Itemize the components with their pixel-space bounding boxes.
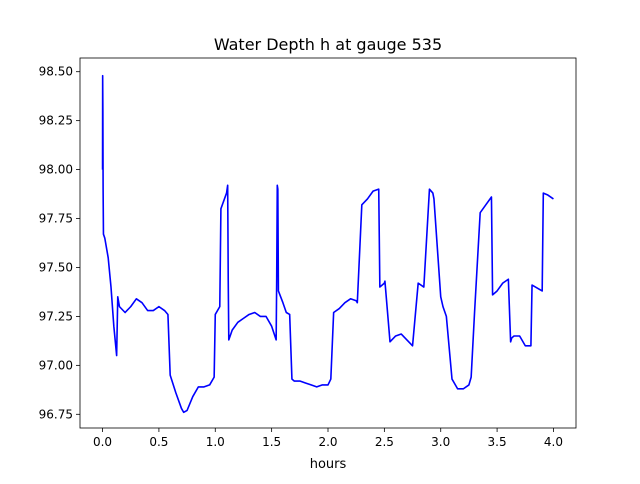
x-tick-label: 2.0 bbox=[318, 435, 337, 449]
series-line bbox=[101, 74, 554, 414]
y-tick-label: 98.25 bbox=[39, 114, 73, 128]
y-tick-label: 97.25 bbox=[39, 309, 73, 323]
chart-title: Water Depth h at gauge 535 bbox=[214, 35, 442, 54]
plot-frame bbox=[79, 57, 577, 429]
y-tick-label: 97.75 bbox=[39, 212, 73, 226]
x-tick-label: 0.0 bbox=[93, 435, 112, 449]
y-axis-ticks: 96.75 97.00 97.25 97.50 97.75 98.00 98.25 98.50 bbox=[39, 65, 80, 421]
x-tick-label: 3.5 bbox=[488, 435, 507, 449]
x-tick-label: 3.0 bbox=[431, 435, 450, 449]
x-axis-label: hours bbox=[310, 457, 347, 472]
y-tick-label: 96.75 bbox=[39, 407, 73, 421]
y-tick-label: 98.00 bbox=[39, 163, 73, 177]
x-tick-label: 2.5 bbox=[375, 435, 394, 449]
x-tick-label: 1.0 bbox=[206, 435, 225, 449]
x-tick-label: 1.5 bbox=[262, 435, 281, 449]
x-axis-ticks: 0.0 0.5 1.0 1.5 2.0 2.5 3.0 3.5 4.0 bbox=[93, 428, 563, 449]
y-tick-label: 97.00 bbox=[39, 358, 73, 372]
x-tick-label: 0.5 bbox=[149, 435, 168, 449]
series-group bbox=[101, 74, 554, 414]
y-tick-label: 97.50 bbox=[39, 260, 73, 274]
x-tick-label: 4.0 bbox=[544, 435, 563, 449]
y-tick-label: 98.50 bbox=[39, 65, 73, 79]
